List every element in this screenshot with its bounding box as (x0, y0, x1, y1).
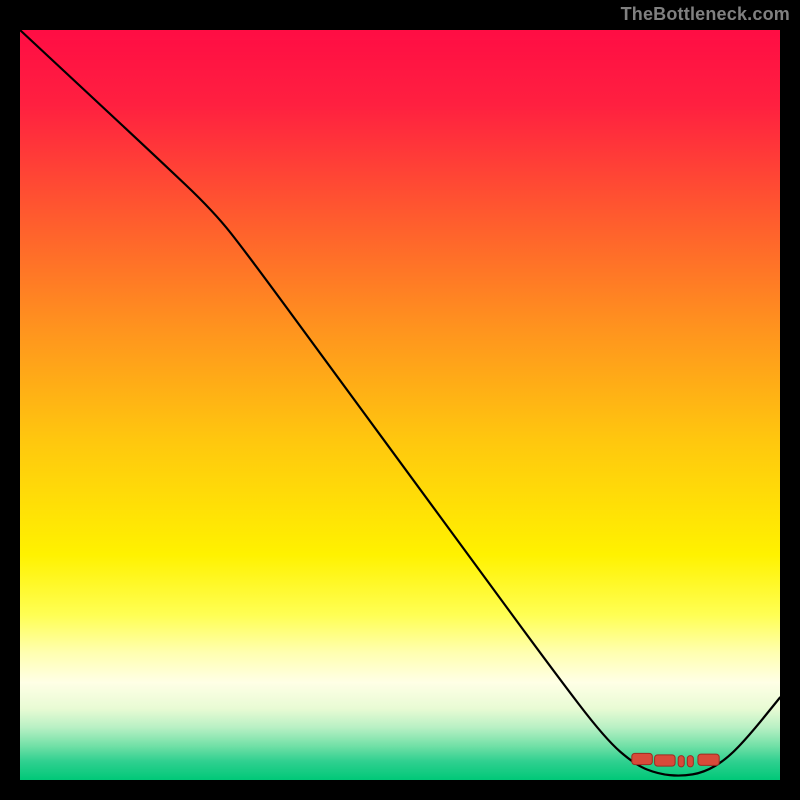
marker-segment (698, 754, 719, 765)
marker-segment (678, 756, 684, 767)
marker-segment (655, 755, 676, 766)
watermark-text: TheBottleneck.com (621, 4, 790, 25)
plot-background (20, 30, 780, 780)
bottleneck-chart (0, 0, 800, 800)
marker-segment (632, 753, 653, 764)
marker-segment (687, 756, 693, 767)
